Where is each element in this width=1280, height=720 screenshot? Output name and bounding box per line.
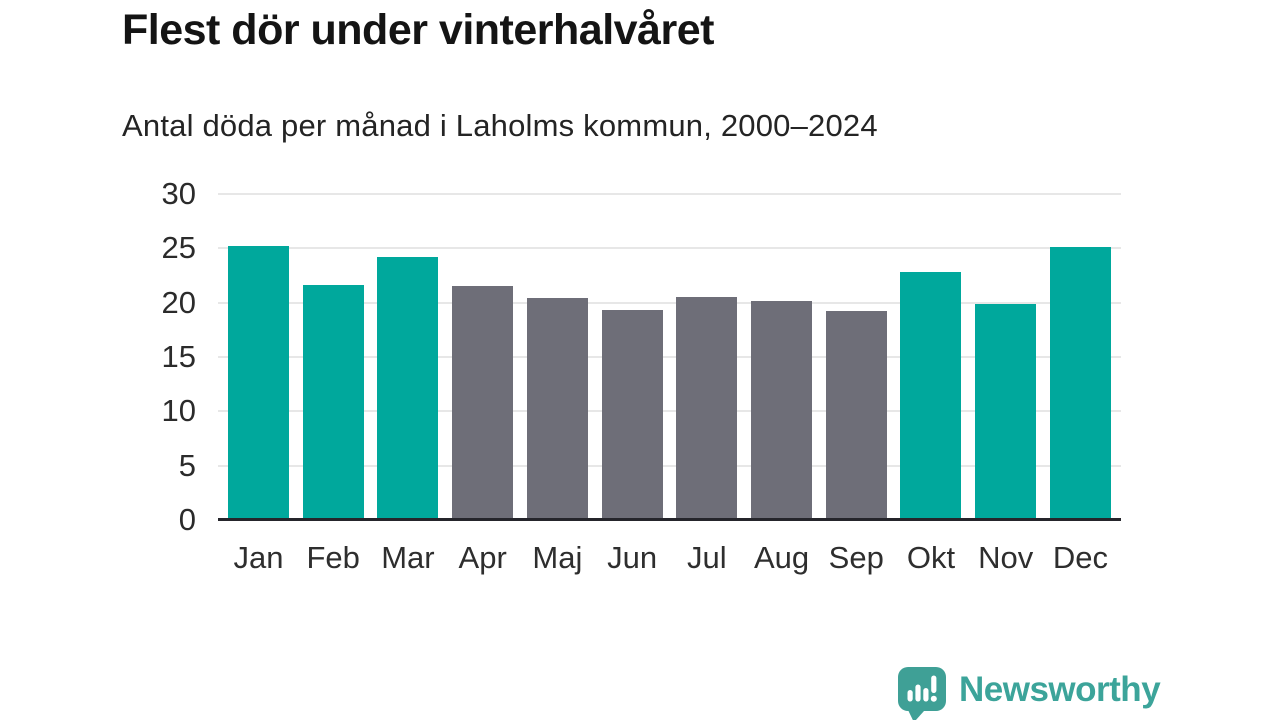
bar-okt <box>900 272 962 520</box>
chart-title: Flest dör under vinterhalvåret <box>122 6 714 54</box>
plot-area <box>218 193 1121 521</box>
bar-apr <box>452 286 514 520</box>
bar-sep <box>825 311 887 520</box>
gridline-20 <box>218 301 1121 304</box>
gridline-10 <box>218 410 1121 413</box>
gridline-5 <box>218 464 1121 467</box>
bar-jun <box>601 310 663 520</box>
x-tick-label-jun: Jun <box>607 540 658 575</box>
bars-container <box>218 194 1121 520</box>
bar-jan <box>228 246 289 520</box>
x-axis-labels: Jan Feb Mar Apr Maj Jun Jul Aug Sep Okt Nov Dec <box>218 540 1121 576</box>
x-axis-line <box>218 518 1121 521</box>
x-tick-label-maj: Maj <box>532 540 583 575</box>
bar-jul <box>676 297 738 520</box>
gridline-30 <box>218 193 1121 195</box>
x-tick-label-aug: Aug <box>753 540 810 575</box>
bar-aug <box>751 300 813 520</box>
y-tick-label: 15 <box>161 339 196 374</box>
x-tick-label-jan: Jan <box>233 540 284 575</box>
bar-dec <box>1049 247 1111 520</box>
bar-feb <box>302 285 364 520</box>
x-tick-label-nov: Nov <box>978 540 1034 575</box>
gridline-15 <box>218 356 1121 358</box>
bar-maj <box>526 298 588 520</box>
x-tick-label-feb: Feb <box>306 540 360 575</box>
y-axis-labels: 0 5 10 15 20 25 30 <box>0 176 196 537</box>
newsworthy-logo-icon <box>898 667 946 720</box>
y-tick-label: 25 <box>161 230 196 266</box>
brand-wordmark: Newsworthy <box>959 670 1161 709</box>
x-tick-label-mar: Mar <box>381 540 435 575</box>
brand-footer: Newsworthy <box>897 666 1161 720</box>
bar-nov <box>975 303 1037 520</box>
y-tick-label: 5 <box>178 447 196 483</box>
bar-mar <box>377 257 439 520</box>
x-tick-label-sep: Sep <box>828 540 884 575</box>
x-tick-label-apr: Apr <box>458 540 507 575</box>
x-tick-label-jul: Jul <box>686 540 727 575</box>
y-tick-label: 30 <box>161 176 196 211</box>
x-tick-label-dec: Dec <box>1052 540 1108 575</box>
gridline-25 <box>218 247 1121 250</box>
y-tick-label: 10 <box>161 393 196 429</box>
x-tick-label-okt: Okt <box>906 540 956 575</box>
chart-subtitle: Antal döda per månad i Laholms kommun, 2… <box>122 108 878 143</box>
y-tick-label: 0 <box>178 502 196 537</box>
y-tick-label: 20 <box>161 284 196 320</box>
